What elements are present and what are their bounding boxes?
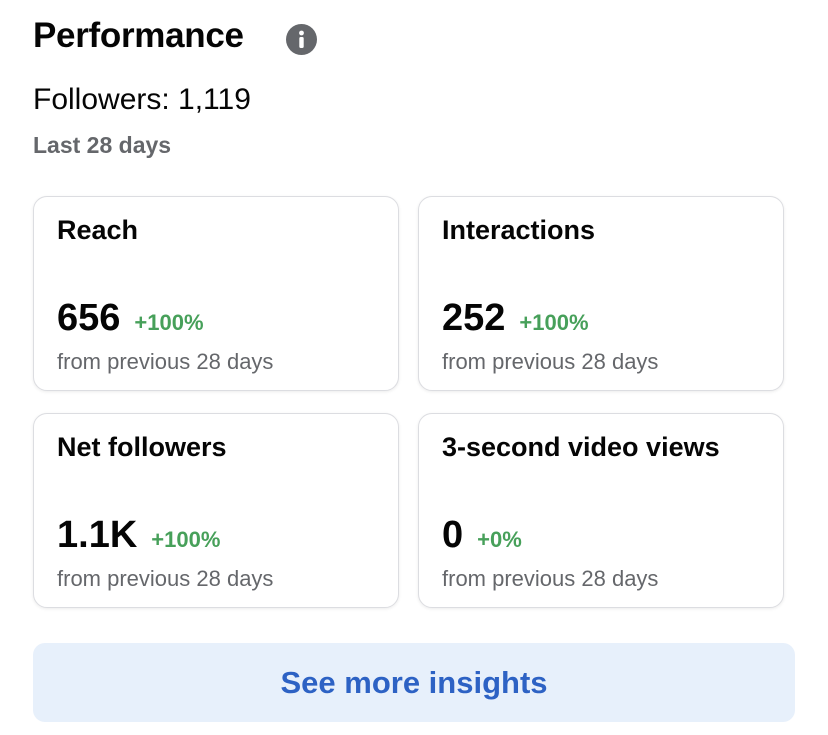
followers: Followers: 1,119 [33,83,251,116]
metric-note: from previous 28 days [442,349,659,374]
metric-change: +100% [519,310,589,335]
metric-value: 0 [442,514,464,556]
metric-note: from previous 28 days [57,566,274,591]
metric-label: Reach [57,215,139,245]
metric-change: +100% [134,310,204,335]
metric-card[interactable]: Interactions 252 +100% from previous 28 day… [418,196,784,391]
metric-card[interactable]: 3-second video views 0 +0% from previous 28… [418,413,784,608]
metric-note: from previous 28 days [442,566,659,591]
see-more-button[interactable]: See more insights [33,643,795,722]
metric-card[interactable]: Reach 656 +100% from previous 28 days [33,196,399,391]
metric-label: Interactions [442,215,596,245]
metric-change: +0% [477,527,522,552]
metric-row: 0 +0% [442,514,522,557]
metric-change: +100% [151,527,221,552]
metric-row: 656 +100% [57,297,204,340]
title: Performance [33,16,244,55]
period: Last 28 days [33,132,172,158]
metric-card[interactable]: Net followers 1.1K +100% from previous 28 d… [33,413,399,608]
metric-note: from previous 28 days [57,349,274,374]
metric-value: 252 [442,297,506,339]
metric-row: 1.1K +100% [57,514,220,557]
info-icon[interactable] [286,24,317,55]
metric-label: Net followers [57,432,227,462]
metric-label: 3-second video views [442,432,720,462]
metric-value: 1.1K [57,514,138,556]
metric-row: 252 +100% [442,297,589,340]
metric-value: 656 [57,297,121,339]
